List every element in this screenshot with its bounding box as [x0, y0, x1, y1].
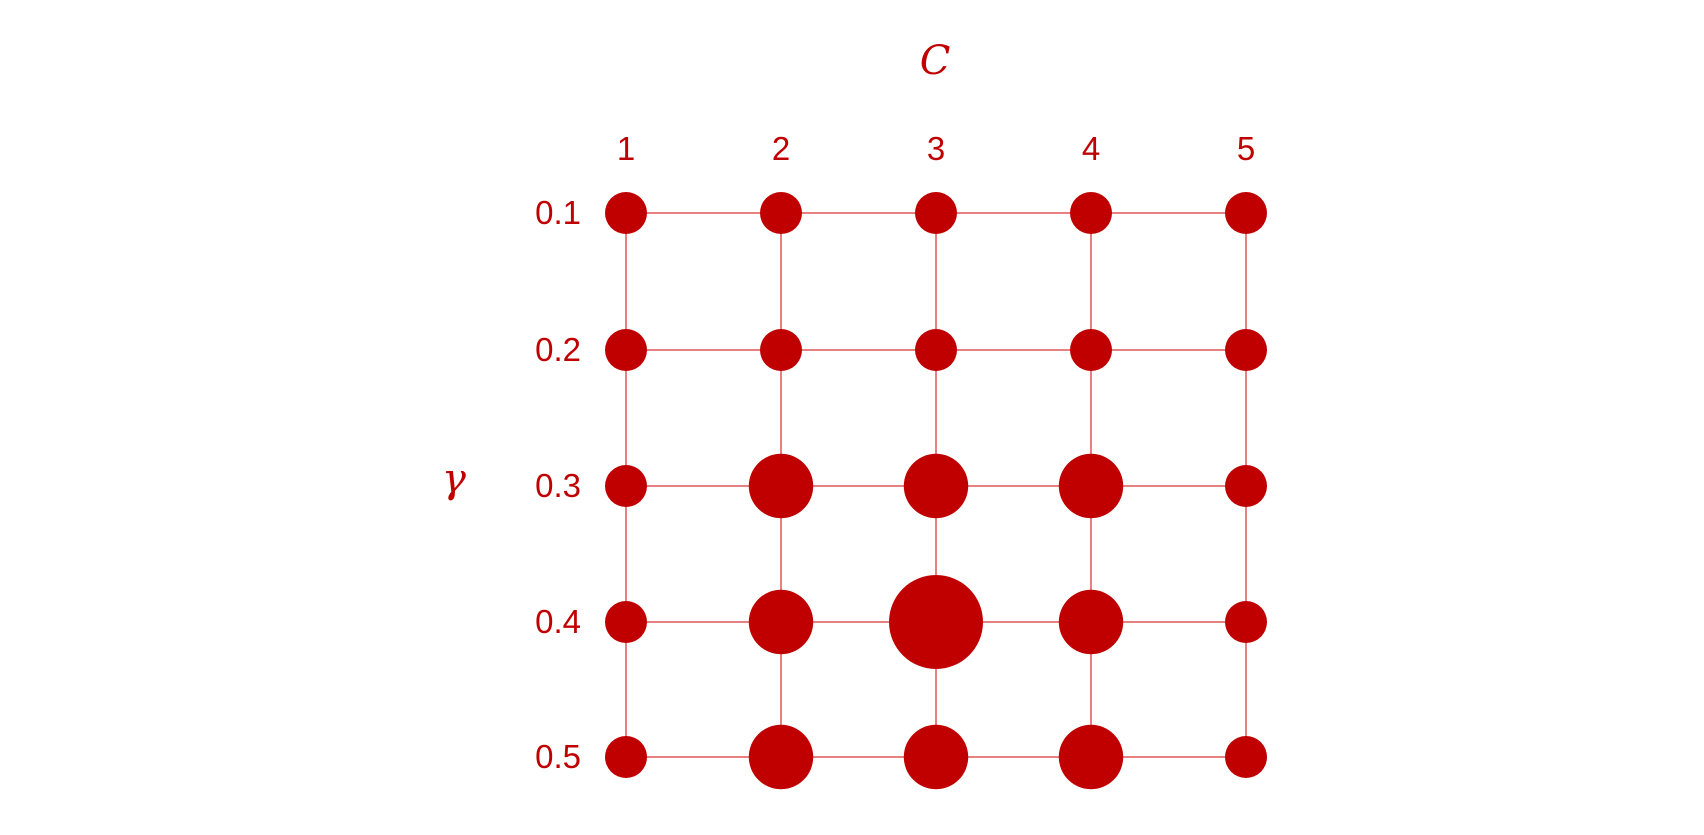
y-tick-label: 0.4	[535, 603, 581, 640]
grid-node-c2-gamma0.1	[760, 192, 802, 234]
grid-node-c1-gamma0.4	[605, 601, 647, 643]
y-tick-label: 0.1	[535, 194, 581, 231]
y-tick-label: 0.3	[535, 467, 581, 504]
grid-node-c1-gamma0.5	[605, 736, 647, 778]
grid-node-c5-gamma0.4	[1225, 601, 1267, 643]
x-tick-label: 1	[617, 130, 635, 167]
grid-node-c3-gamma0.4	[889, 575, 983, 669]
grid-node-c5-gamma0.3	[1225, 465, 1267, 507]
grid-node-c4-gamma0.4	[1058, 589, 1124, 655]
grid-node-c4-gamma0.5	[1058, 724, 1124, 790]
grid-node-c2-gamma0.4	[748, 589, 814, 655]
y-tick-label: 0.2	[535, 331, 581, 368]
x-tick-label: 2	[772, 130, 790, 167]
grid-node-c2-gamma0.5	[748, 724, 814, 790]
y-tick-label: 0.5	[535, 738, 581, 775]
y-axis-title: γ	[442, 456, 466, 502]
grid-nodes	[605, 192, 1267, 790]
grid-node-c4-gamma0.2	[1070, 329, 1112, 371]
grid-node-c4-gamma0.3	[1058, 453, 1124, 519]
grid-node-c4-gamma0.1	[1070, 192, 1112, 234]
x-tick-label: 4	[1082, 130, 1100, 167]
grid-node-c3-gamma0.1	[915, 192, 957, 234]
grid-node-c1-gamma0.3	[605, 465, 647, 507]
grid-node-c2-gamma0.3	[748, 453, 814, 519]
grid-node-c3-gamma0.3	[903, 453, 969, 519]
grid-node-c1-gamma0.1	[605, 192, 647, 234]
x-tick-label: 3	[927, 130, 945, 167]
grid-node-c5-gamma0.5	[1225, 736, 1267, 778]
grid-node-c2-gamma0.2	[760, 329, 802, 371]
grid-node-c3-gamma0.2	[915, 329, 957, 371]
x-axis-title: C	[920, 38, 951, 84]
x-tick-label: 5	[1237, 130, 1255, 167]
grid-node-c1-gamma0.2	[605, 329, 647, 371]
tick-labels: 1 2 3 4 5 0.1 0.2 0.3 0.4 0.5	[535, 130, 1255, 775]
grid-node-c5-gamma0.2	[1225, 329, 1267, 371]
grid-node-c3-gamma0.5	[903, 724, 969, 790]
grid-node-c5-gamma0.1	[1225, 192, 1267, 234]
